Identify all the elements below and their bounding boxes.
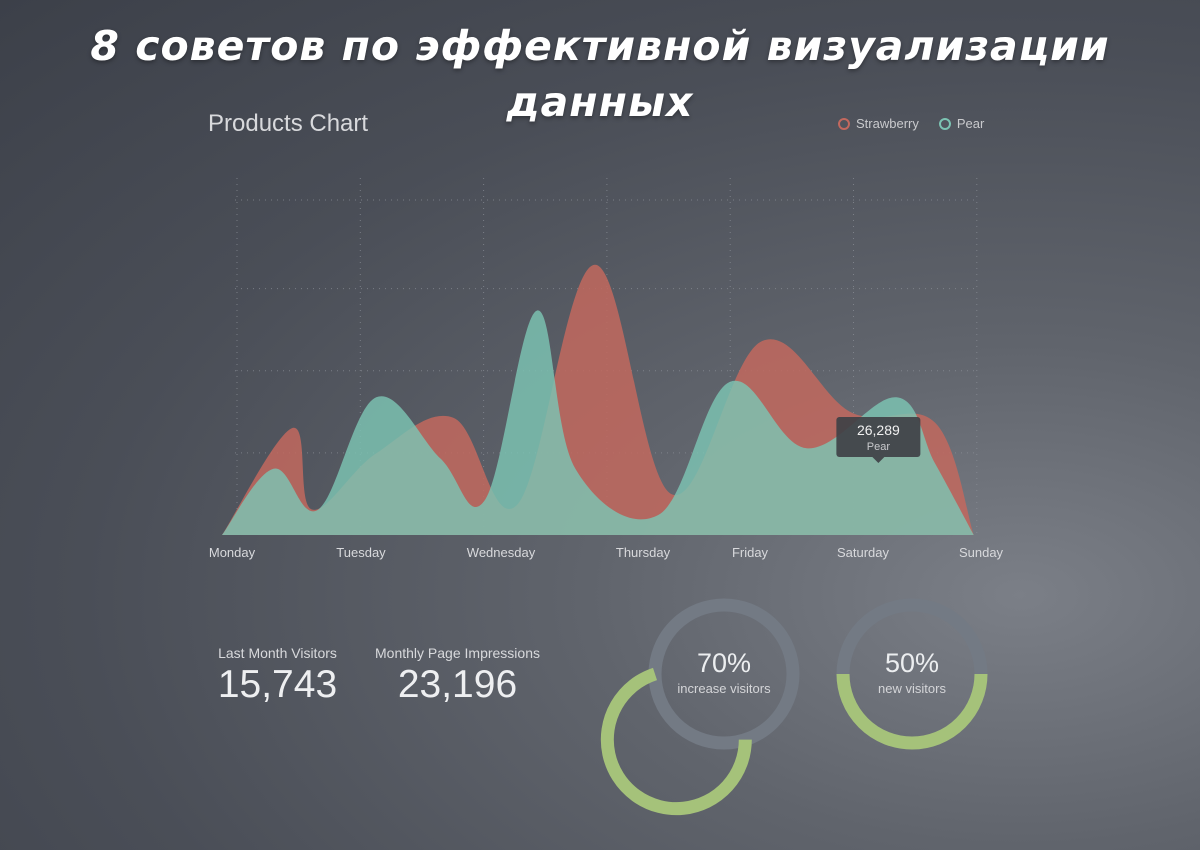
headline: 8 советов по эффективной визуализации да… <box>90 22 1110 126</box>
stat-value: 15,743 <box>217 663 338 706</box>
chart-title: Products Chart <box>208 110 369 137</box>
legend-label-pear: Pear <box>956 116 985 131</box>
x-tick-label: Tuesday <box>336 545 386 560</box>
stat-label: Monthly Page Impressions <box>375 645 540 661</box>
tooltip-box <box>836 417 921 457</box>
legend-marker-pear <box>938 117 951 130</box>
stat-label: Last Month Visitors <box>218 645 337 661</box>
tooltip-value: 26,289 <box>857 422 900 438</box>
x-tick-label: Monday <box>209 545 256 560</box>
x-tick-label: Sunday <box>959 545 1004 560</box>
stat-last-month-visitors: Last Month Visitors 15,743 <box>200 645 355 707</box>
x-tick-label: Saturday <box>837 545 890 560</box>
stat-monthly-page-impressions: Monthly Page Impressions 23,196 <box>365 645 550 707</box>
x-tick-label: Thursday <box>616 545 671 560</box>
chart-legend: Strawberry Pear <box>838 116 984 131</box>
x-tick-label: Wednesday <box>467 545 536 560</box>
legend-item-strawberry[interactable]: Strawberry <box>838 116 919 131</box>
series-area-pear <box>222 310 974 535</box>
legend-item-pear[interactable]: Pear <box>938 116 985 131</box>
x-tick-label: Friday <box>732 545 769 560</box>
stat-value: 23,196 <box>397 663 518 706</box>
tooltip-series: Pear <box>867 441 891 453</box>
legend-marker-strawberry <box>838 117 850 130</box>
tooltip-pointer <box>872 457 885 463</box>
legend-label-strawberry: Strawberry <box>856 116 919 131</box>
